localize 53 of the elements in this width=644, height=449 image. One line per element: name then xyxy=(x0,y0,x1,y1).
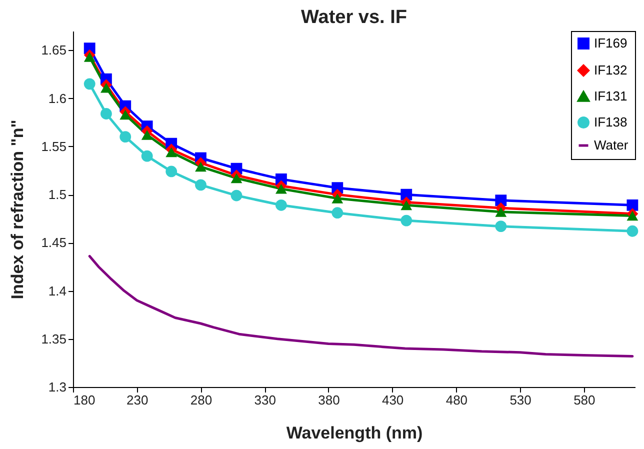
point xyxy=(120,110,132,120)
y-tick-label: 1.4 xyxy=(48,283,66,298)
point xyxy=(626,199,638,211)
y-tick-label: 1.55 xyxy=(41,138,66,154)
point xyxy=(141,150,153,162)
point xyxy=(332,207,344,219)
point xyxy=(332,193,344,204)
point xyxy=(495,194,507,206)
point xyxy=(230,190,242,202)
point xyxy=(84,52,96,62)
point xyxy=(275,184,287,194)
point xyxy=(195,162,206,172)
y-axis-title: Index of refraction "n" xyxy=(8,120,28,300)
y-tick-label: 1.5 xyxy=(48,187,66,202)
x-tick-label: 230 xyxy=(126,392,148,408)
x-tick-label: 280 xyxy=(190,392,212,408)
legend-label: Water xyxy=(594,138,629,152)
point xyxy=(275,199,287,211)
point xyxy=(495,206,507,217)
point xyxy=(84,78,96,90)
point xyxy=(141,130,153,140)
legend-label: IF132 xyxy=(594,62,628,78)
point xyxy=(166,166,178,178)
point xyxy=(626,210,638,221)
y-tick-label: 1.35 xyxy=(41,331,66,346)
chart-title: Water vs. IF xyxy=(301,7,407,28)
point xyxy=(400,214,412,226)
point xyxy=(195,179,206,191)
y-tick-label: 1.3 xyxy=(48,380,66,394)
legend-label: IF131 xyxy=(594,88,628,104)
point xyxy=(120,131,132,143)
point xyxy=(400,200,412,210)
x-tick-label: 430 xyxy=(382,392,404,408)
x-tick-label: 530 xyxy=(510,392,532,408)
point xyxy=(100,108,112,120)
x-axis-title: Wavelength (nm) xyxy=(286,424,423,442)
point xyxy=(626,225,638,237)
x-tick-label: 480 xyxy=(446,392,468,408)
point xyxy=(166,147,178,158)
line-series xyxy=(88,254,634,358)
point xyxy=(495,220,507,232)
x-tick-label: 580 xyxy=(574,392,596,408)
y-tick-label: 1.65 xyxy=(41,42,66,58)
legend-label: IF138 xyxy=(594,114,628,130)
point xyxy=(100,82,112,93)
legend-label: IF169 xyxy=(594,36,628,50)
point xyxy=(230,173,242,184)
x-tick-label: 180 xyxy=(74,392,96,408)
x-tick-label: 330 xyxy=(254,392,276,408)
y-tick-label: 1.45 xyxy=(41,235,66,250)
y-tick-label: 1.6 xyxy=(48,90,66,106)
point xyxy=(400,188,412,200)
x-tick-label: 380 xyxy=(318,392,340,408)
